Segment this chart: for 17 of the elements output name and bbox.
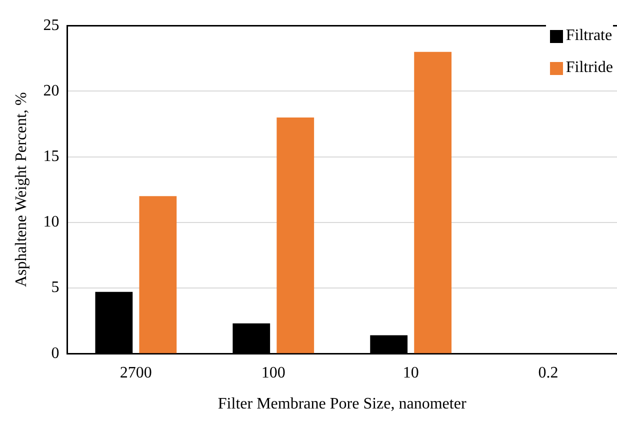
x-tick-label: 100 bbox=[261, 364, 286, 382]
y-tick-label: 5 bbox=[51, 279, 60, 296]
x-tick-label: 10 bbox=[402, 364, 419, 382]
y-axis-title: Asphaltene Weight Percent, % bbox=[12, 92, 30, 288]
y-tick-label: 0 bbox=[51, 344, 60, 362]
bar bbox=[414, 52, 452, 354]
y-tick-label: 10 bbox=[43, 214, 60, 231]
x-tick-label: 2700 bbox=[120, 364, 152, 382]
y-tick-label: 20 bbox=[43, 82, 60, 100]
x-axis-title: Filter Membrane Pore Size, nanometer bbox=[218, 396, 467, 413]
x-tick-label: 0.2 bbox=[538, 364, 558, 382]
y-tick-label: 15 bbox=[43, 148, 60, 166]
legend-label: Filtride bbox=[566, 59, 613, 77]
bar bbox=[276, 117, 314, 354]
y-tick-label: 25 bbox=[43, 16, 60, 34]
bar bbox=[139, 196, 177, 354]
legend-label: Filtrate bbox=[566, 27, 612, 45]
